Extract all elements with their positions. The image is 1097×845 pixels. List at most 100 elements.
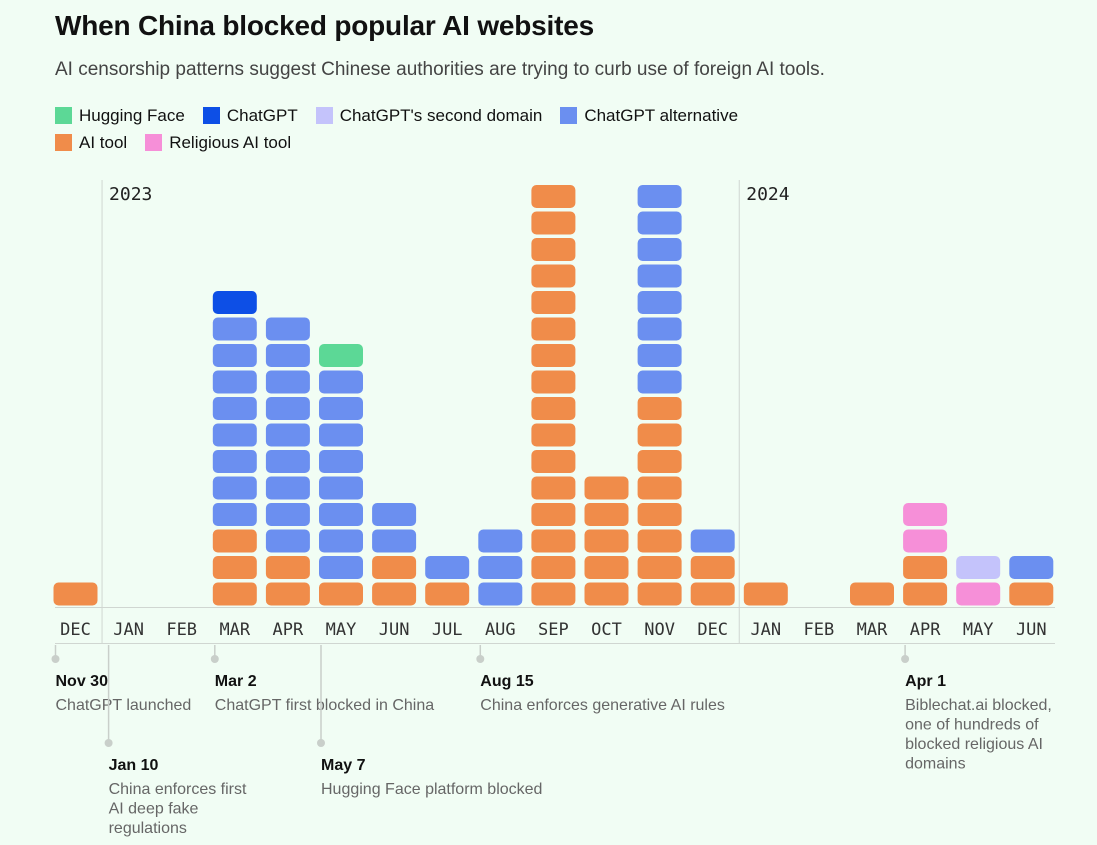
month-tick-label: APR [273, 620, 304, 640]
block-alt [1009, 556, 1054, 579]
block-tool [584, 529, 629, 553]
month-tick-label: MAR [857, 620, 888, 640]
annotation-dot [317, 739, 325, 747]
block-tool [531, 238, 576, 261]
block-alt [319, 450, 363, 473]
block-tool [212, 529, 257, 553]
annotation-dot [210, 655, 219, 663]
block-tool [531, 185, 576, 208]
block-tool [637, 503, 682, 526]
block-tool [850, 582, 894, 606]
block-alt [212, 423, 257, 447]
legend-item-religious-ai-tool: Religious AI tool [145, 133, 291, 153]
month-tick-label: APR [910, 620, 941, 640]
block-tool [637, 423, 682, 447]
block-alt [637, 317, 682, 341]
month-tick-label: OCT [591, 620, 622, 640]
annotation-dot [476, 655, 485, 663]
legend-label-chatgpt: ChatGPT [226, 105, 298, 125]
annotation-date: Apr 1 [905, 673, 946, 690]
block-alt [637, 344, 682, 367]
block-alt [319, 503, 363, 526]
block-alt [265, 344, 310, 367]
block-tool [265, 582, 310, 606]
chart-title: When China blocked popular AI websites [55, 10, 594, 41]
block-tool [637, 582, 682, 606]
block-rel [903, 503, 948, 526]
block-alt [319, 476, 363, 500]
legend-row: Hugging Face ChatGPT ChatGPT's second do… [55, 102, 955, 129]
legend-row: AI tool Religious AI tool [55, 129, 955, 156]
block-alt [212, 476, 257, 500]
block-alt [372, 529, 417, 553]
legend: Hugging Face ChatGPT ChatGPT's second do… [55, 102, 955, 156]
legend-label-chatgpt-alternative: ChatGPT alternative [584, 105, 739, 125]
block-tool [531, 529, 576, 553]
block-tool [1009, 582, 1054, 606]
block-alt [212, 317, 257, 341]
block-alt [637, 185, 682, 208]
month-tick-label: JUL [432, 620, 463, 640]
block-tool [425, 582, 470, 606]
block-tool [531, 211, 576, 235]
block-hf [319, 344, 363, 367]
legend-swatch-chatgpt [202, 107, 220, 124]
annotation-text: one of hundreds of [905, 717, 1039, 734]
block-alt [637, 238, 682, 261]
month-tick-label: NOV [644, 620, 675, 640]
block-alt [212, 344, 257, 367]
block-alt [319, 397, 363, 420]
block-rel [956, 582, 1001, 606]
block-alt [425, 556, 470, 579]
annotation-text: China enforces generative AI rules [480, 697, 725, 714]
block-tool [690, 556, 735, 579]
block-tool [743, 582, 788, 606]
block-tool [265, 556, 310, 579]
legend-item-chatgpt-alternative: ChatGPT alternative [560, 106, 738, 126]
block-alt [637, 211, 682, 235]
month-tick-label: JAN [750, 620, 781, 640]
month-tick-label: SEP [538, 620, 569, 640]
block-alt [637, 370, 682, 394]
legend-item-ai-tool: AI tool [55, 133, 127, 153]
legend-label-ai-tool: AI tool [79, 132, 128, 152]
annotation-dot [104, 739, 113, 747]
block-alt [265, 529, 310, 553]
block-tool [53, 582, 98, 606]
block-tool [531, 476, 576, 500]
annotation-date: Aug 15 [480, 673, 533, 690]
block-alt [319, 370, 363, 394]
block-tool [584, 476, 629, 500]
block-tool [903, 582, 948, 606]
annotation-text: blocked religious AI [905, 736, 1043, 753]
block-alt [637, 264, 682, 288]
block-alt [319, 556, 363, 579]
legend-label-chatgpt-second-domain: ChatGPT's second domain [339, 105, 543, 125]
block-tool [372, 582, 417, 606]
legend-item-chatgpt: ChatGPT [202, 105, 298, 126]
block-tool [637, 450, 682, 473]
legend-item-hugging-face: Hugging Face [55, 106, 185, 126]
month-tick-label: FEB [166, 620, 197, 640]
annotation-text: Hugging Face platform blocked [321, 781, 542, 798]
legend-swatch-ai-tool [55, 134, 72, 151]
block-tool [531, 264, 576, 288]
month-tick-label: MAY [326, 620, 357, 640]
annotation-date: Mar 2 [215, 673, 257, 690]
block-alt [265, 317, 310, 341]
block-alt [478, 529, 523, 553]
block-alt [212, 450, 257, 473]
block-tool [531, 397, 576, 420]
annotation-dot [51, 655, 60, 663]
legend-swatch-religious-ai-tool [145, 134, 163, 151]
legend-label-religious-ai-tool: Religious AI tool [169, 132, 292, 152]
block-alt [637, 291, 682, 314]
annotation-dot [901, 655, 910, 663]
annotation-text: regulations [109, 820, 187, 837]
block-tool [903, 556, 948, 579]
month-tick-label: DEC [697, 620, 728, 640]
annotation-text: AI deep fake [109, 801, 199, 818]
block-tool [584, 582, 629, 606]
block-alt [319, 423, 363, 447]
